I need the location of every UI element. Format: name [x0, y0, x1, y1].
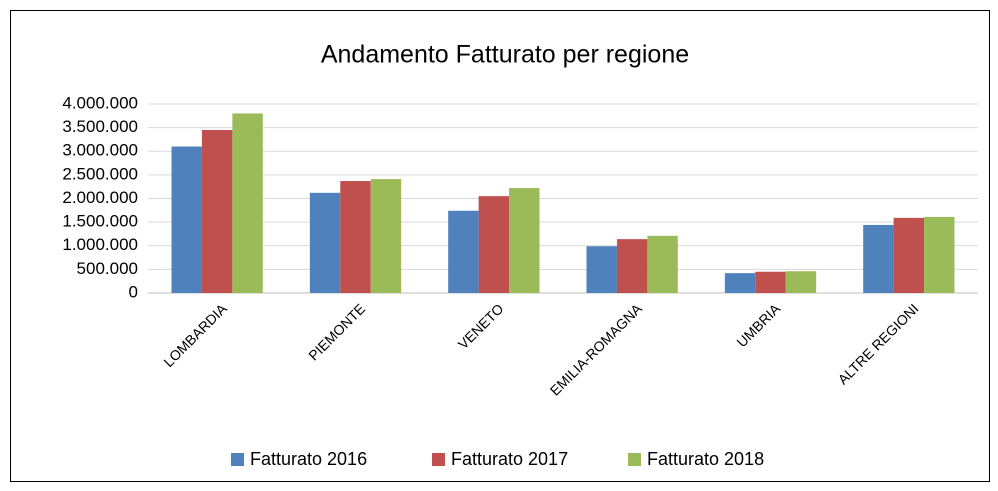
- y-tick-label: 4.000.000: [62, 93, 138, 112]
- bar: [509, 188, 540, 293]
- chart-title: Andamento Fatturato per regione: [321, 41, 689, 69]
- bar: [448, 210, 479, 293]
- bar: [232, 113, 263, 293]
- bar: [309, 192, 341, 293]
- bar: [647, 235, 678, 293]
- legend-swatch: [432, 453, 445, 466]
- bar: [616, 239, 648, 293]
- legend-label: Fatturato 2016: [250, 449, 367, 469]
- bar: [201, 129, 233, 293]
- bar: [755, 271, 786, 293]
- y-tick-label: 500.000: [77, 259, 138, 278]
- bar: [370, 179, 402, 293]
- y-tick-label: 3.000.000: [62, 141, 138, 160]
- legend-swatch: [628, 453, 641, 466]
- bar: [785, 271, 817, 293]
- bar: [863, 224, 894, 293]
- legend-label: Fatturato 2017: [451, 449, 568, 469]
- bar: [724, 273, 756, 293]
- legend-label: Fatturato 2018: [647, 449, 764, 469]
- bar: [586, 246, 617, 293]
- y-tick-label: 2.000.000: [62, 188, 138, 207]
- y-tick-label: 1.000.000: [62, 235, 138, 254]
- y-tick-label: 2.500.000: [62, 164, 138, 183]
- y-tick-label: 1.500.000: [62, 212, 138, 231]
- bar: [478, 196, 510, 293]
- bar: [340, 181, 371, 293]
- bar: [893, 217, 925, 293]
- legend-swatch: [231, 453, 244, 466]
- bar: [171, 146, 202, 293]
- y-tick-label: 3.500.000: [62, 117, 138, 136]
- bar: [924, 216, 955, 293]
- y-tick-label: 0: [129, 282, 138, 301]
